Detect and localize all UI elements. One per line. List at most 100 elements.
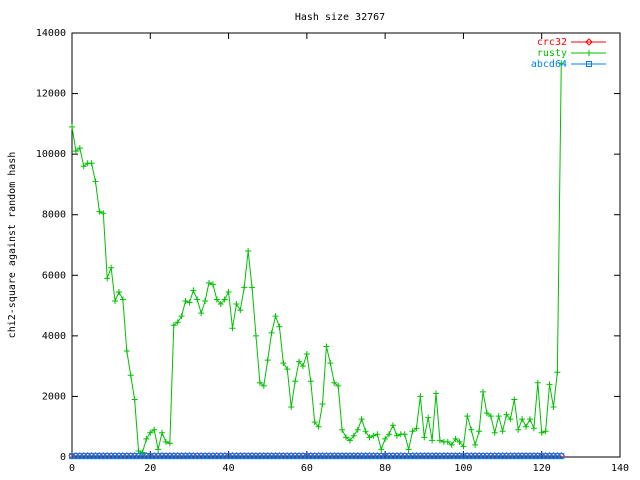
- point: [503, 453, 510, 460]
- point: [378, 453, 385, 460]
- point: [546, 453, 553, 460]
- point: [397, 453, 404, 460]
- point: [319, 453, 326, 460]
- point: [378, 446, 385, 453]
- point: [104, 453, 111, 460]
- point: [237, 453, 244, 460]
- point: [260, 453, 267, 460]
- point: [245, 248, 252, 255]
- point: [507, 453, 514, 460]
- point: [170, 322, 177, 329]
- point: [288, 404, 295, 411]
- x-tick-label: 20: [144, 463, 156, 474]
- legend-label: rusty: [537, 48, 567, 59]
- point: [252, 332, 259, 339]
- series-line: [71, 63, 562, 454]
- point: [221, 296, 228, 303]
- point: [429, 453, 436, 460]
- point: [315, 453, 322, 460]
- point: [143, 435, 150, 442]
- point: [534, 453, 541, 460]
- point: [472, 453, 479, 460]
- legend-marker: [586, 50, 592, 56]
- point: [229, 453, 236, 460]
- point: [260, 382, 267, 389]
- point: [409, 453, 416, 460]
- point: [217, 301, 224, 308]
- y-tick-label: 10000: [36, 149, 66, 160]
- point: [252, 453, 259, 460]
- point: [100, 210, 107, 217]
- point: [229, 325, 236, 332]
- point: [174, 319, 181, 326]
- point: [417, 393, 424, 400]
- point: [483, 410, 490, 417]
- point: [213, 453, 220, 460]
- point: [241, 453, 248, 460]
- point: [389, 422, 396, 429]
- point: [464, 413, 471, 420]
- legend-marker: [586, 61, 592, 67]
- point: [507, 416, 514, 423]
- point: [233, 301, 240, 308]
- point: [190, 453, 197, 460]
- point: [264, 357, 271, 364]
- point: [256, 453, 263, 460]
- point: [280, 360, 287, 367]
- point: [76, 453, 83, 460]
- y-tick-label: 6000: [42, 270, 66, 281]
- point: [370, 453, 377, 460]
- x-tick-label: 80: [379, 463, 391, 474]
- point: [413, 425, 420, 432]
- point: [558, 453, 565, 460]
- point: [550, 404, 557, 411]
- point: [307, 378, 314, 385]
- point: [335, 382, 342, 389]
- point: [382, 435, 389, 442]
- point: [554, 453, 561, 460]
- point: [515, 453, 522, 460]
- point: [346, 437, 353, 444]
- point: [194, 453, 201, 460]
- point: [72, 453, 79, 460]
- y-tick-label: 12000: [36, 89, 66, 100]
- point: [327, 453, 334, 460]
- point: [159, 453, 166, 460]
- point: [249, 453, 256, 460]
- point: [288, 453, 295, 460]
- x-tick-label: 40: [223, 463, 235, 474]
- x-tick-label: 0: [69, 463, 75, 474]
- point: [327, 360, 334, 367]
- y-tick-label: 8000: [42, 210, 66, 221]
- point: [268, 453, 275, 460]
- point: [264, 453, 271, 460]
- point: [155, 453, 162, 460]
- point: [186, 299, 193, 306]
- point: [354, 453, 361, 460]
- point: [166, 440, 173, 447]
- point: [303, 351, 310, 358]
- point: [331, 379, 338, 386]
- point: [523, 453, 530, 460]
- point: [80, 163, 87, 170]
- point: [511, 396, 518, 403]
- point: [538, 429, 545, 436]
- point: [421, 434, 428, 441]
- point: [155, 446, 162, 453]
- point: [480, 388, 486, 395]
- point: [405, 446, 412, 453]
- point: [206, 279, 212, 286]
- point: [335, 453, 342, 460]
- point: [108, 453, 115, 460]
- point: [166, 453, 173, 460]
- point: [413, 453, 420, 460]
- point: [284, 453, 291, 460]
- point: [217, 453, 224, 460]
- point: [499, 428, 506, 435]
- point: [119, 453, 126, 460]
- point: [268, 329, 275, 336]
- point: [393, 432, 400, 439]
- point: [296, 358, 303, 365]
- y-tick-label: 4000: [42, 331, 66, 342]
- point: [401, 431, 408, 438]
